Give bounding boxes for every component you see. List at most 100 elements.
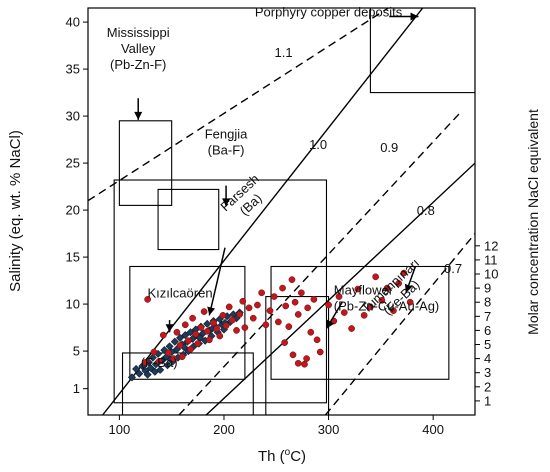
point-s0-6 bbox=[146, 363, 155, 373]
point-s1-44 bbox=[294, 311, 302, 318]
point-s1-23 bbox=[219, 312, 227, 319]
point-s1-20 bbox=[210, 319, 217, 327]
point-s0-14 bbox=[163, 361, 172, 370]
y-tick-label-0: 1 bbox=[73, 381, 80, 396]
annotation-5: Kızılcaören bbox=[148, 286, 213, 301]
point-s1-50 bbox=[313, 336, 321, 344]
right-tick-label-4: 5 bbox=[484, 337, 491, 352]
point-s1-35 bbox=[262, 321, 270, 329]
point-s1-27 bbox=[233, 327, 240, 334]
annotation-0: Porphyry copper deposits bbox=[255, 4, 403, 19]
point-s1-4 bbox=[159, 331, 167, 339]
point-s0-21 bbox=[176, 333, 185, 342]
point-s1-17 bbox=[200, 308, 208, 315]
iso-line-label-0: 1.1 bbox=[275, 45, 293, 60]
arrow-head-0 bbox=[410, 12, 419, 21]
point-s1-46 bbox=[301, 360, 308, 368]
point-s0-28 bbox=[188, 334, 197, 343]
point-s1-14 bbox=[192, 330, 200, 338]
point-s1-34 bbox=[258, 289, 265, 297]
annotation-3: Mayflower (Pb-Zn-Cu-Au-Ag) bbox=[334, 283, 439, 314]
point-s1-11 bbox=[185, 337, 192, 345]
point-s1-2 bbox=[150, 348, 158, 356]
iso-line-0 bbox=[88, 8, 389, 202]
x-tick-label-1: 200 bbox=[213, 422, 235, 437]
point-s1-29 bbox=[239, 297, 247, 305]
arrow-head-1 bbox=[134, 111, 143, 120]
iso-line-label-3: 0.8 bbox=[417, 203, 435, 218]
point-s1-19 bbox=[205, 336, 213, 344]
annotation-2-line-0: Fengjia bbox=[205, 127, 248, 142]
point-s0-36 bbox=[203, 319, 212, 328]
point-s1-28 bbox=[236, 311, 244, 318]
x-tick-label-2: 300 bbox=[318, 422, 340, 437]
point-s1-30 bbox=[241, 324, 249, 331]
point-s1-67 bbox=[281, 339, 288, 346]
annotation-1-line-1: Valley bbox=[121, 41, 156, 56]
point-s1-55 bbox=[340, 309, 348, 316]
point-s1-12 bbox=[187, 345, 194, 353]
point-s0-2 bbox=[135, 369, 144, 378]
point-s1-42 bbox=[288, 276, 296, 283]
point-s1-62 bbox=[383, 284, 391, 292]
point-s0-27 bbox=[186, 328, 195, 337]
field-box-2 bbox=[113, 179, 328, 404]
arrow-head-6 bbox=[165, 324, 174, 333]
point-s1-68 bbox=[289, 351, 297, 359]
point-s1-15 bbox=[194, 340, 202, 347]
point-s1-25 bbox=[225, 303, 233, 311]
point-s0-0 bbox=[127, 373, 136, 382]
right-tick-label-11: 12 bbox=[484, 238, 498, 253]
y-tick-label-3: 15 bbox=[66, 250, 80, 265]
x-axis-label: Th (oC) bbox=[258, 447, 306, 465]
right-tick-label-3: 4 bbox=[484, 351, 491, 366]
annotation-2-line-1: (Ba-F) bbox=[208, 143, 245, 158]
annotation-5-line-0: Kızılcaören bbox=[148, 286, 213, 301]
point-s1-56 bbox=[348, 325, 355, 332]
y-axis-right-label: Molar concentration NaCl equivalent bbox=[525, 109, 541, 335]
point-s1-37 bbox=[270, 293, 278, 300]
point-s0-24 bbox=[181, 331, 190, 340]
annotation-4: (F-Ba) bbox=[141, 355, 178, 370]
iso-density-lines bbox=[88, 8, 475, 415]
iso-line-2 bbox=[178, 110, 462, 415]
field-box-5 bbox=[270, 265, 450, 380]
annotation-1-line-0: Mississippi bbox=[107, 25, 170, 40]
y-tick-label-8: 40 bbox=[66, 15, 80, 30]
point-s1-36 bbox=[266, 307, 274, 315]
iso-line-3 bbox=[205, 162, 475, 415]
point-s1-70 bbox=[303, 355, 310, 362]
right-tick-label-9: 10 bbox=[484, 267, 498, 282]
right-tick-label-2: 3 bbox=[484, 365, 491, 380]
axes: 100 200 300 4001510152025303540123456789101… bbox=[66, 15, 499, 437]
point-s1-51 bbox=[316, 348, 324, 356]
point-s1-63 bbox=[390, 307, 397, 315]
y-tick-label-7: 35 bbox=[66, 62, 80, 77]
point-s1-43 bbox=[291, 298, 299, 306]
iso-line-label-1: 1.0 bbox=[309, 137, 327, 152]
point-s0-10 bbox=[156, 365, 165, 374]
point-s1-5 bbox=[165, 349, 172, 357]
point-s0-50 bbox=[143, 370, 152, 379]
point-s1-40 bbox=[282, 302, 290, 310]
right-tick-label-5: 6 bbox=[484, 323, 491, 338]
point-s0-7 bbox=[148, 353, 157, 362]
right-tick-label-8: 9 bbox=[484, 281, 491, 296]
x-axis-label-post: C) bbox=[290, 448, 306, 465]
y-tick-label-4: 20 bbox=[66, 203, 80, 218]
point-s0-1 bbox=[132, 364, 141, 373]
arrow-head-3 bbox=[207, 306, 216, 316]
point-s1-38 bbox=[275, 318, 282, 326]
y-tick-label-5: 25 bbox=[66, 156, 80, 171]
arrow-head-2 bbox=[222, 198, 231, 207]
point-s1-3 bbox=[155, 358, 163, 365]
point-s1-59 bbox=[367, 303, 374, 311]
point-s1-33 bbox=[254, 301, 261, 309]
point-s1-16 bbox=[197, 324, 205, 331]
point-s1-66 bbox=[406, 298, 414, 306]
annotations: 1.1 1.0 0.9 0.8 0.7 Porphyry copper deposits M… bbox=[107, 4, 462, 370]
field-box-3 bbox=[157, 188, 220, 251]
point-s1-10 bbox=[181, 321, 189, 329]
iso-line-label-4: 0.7 bbox=[444, 261, 462, 276]
